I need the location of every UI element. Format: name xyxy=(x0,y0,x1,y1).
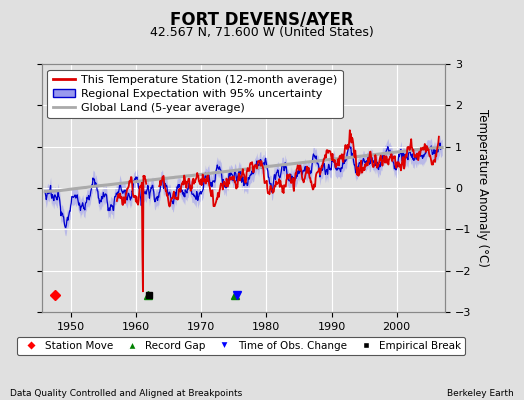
Y-axis label: Temperature Anomaly (°C): Temperature Anomaly (°C) xyxy=(476,109,489,267)
Legend: Station Move, Record Gap, Time of Obs. Change, Empirical Break: Station Move, Record Gap, Time of Obs. C… xyxy=(17,337,465,355)
Legend: This Temperature Station (12-month average), Regional Expectation with 95% uncer: This Temperature Station (12-month avera… xyxy=(48,70,343,118)
Text: 42.567 N, 71.600 W (United States): 42.567 N, 71.600 W (United States) xyxy=(150,26,374,39)
Text: FORT DEVENS/AYER: FORT DEVENS/AYER xyxy=(170,10,354,28)
Text: Berkeley Earth: Berkeley Earth xyxy=(447,389,514,398)
Text: Data Quality Controlled and Aligned at Breakpoints: Data Quality Controlled and Aligned at B… xyxy=(10,389,243,398)
